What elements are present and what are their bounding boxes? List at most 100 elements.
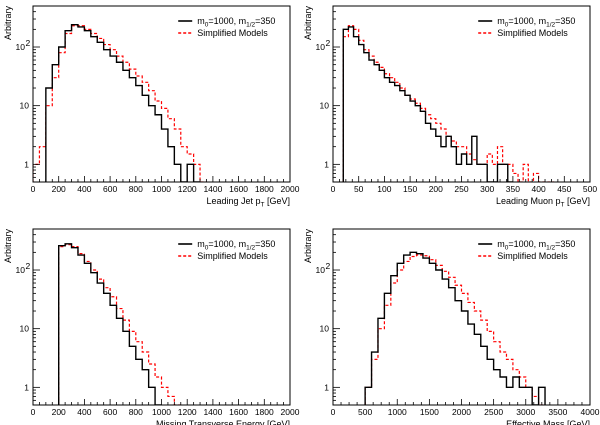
x-tick-label: 1600: [229, 407, 248, 417]
x-tick-label: 400: [77, 184, 91, 194]
legend-text: m: [497, 239, 505, 249]
x-tick-label: 3500: [548, 407, 567, 417]
legend-entry-msugra: m0=1000, m1/2=350: [197, 239, 275, 252]
y-tick-label-exponent: 2: [26, 261, 31, 271]
x-tick-label: 250: [454, 184, 468, 194]
series-group: [33, 24, 207, 182]
y-tick-label: 10: [316, 265, 326, 275]
x-tick-label: 500: [583, 184, 597, 194]
y-axis-label: Arbitrary: [303, 6, 313, 41]
series-line-simplified-models: [58, 244, 181, 405]
x-tick-label: 1000: [388, 407, 407, 417]
legend-text: =1000, m: [208, 239, 246, 249]
legend-subscript: 0: [505, 22, 509, 29]
x-tick-label: 500: [358, 407, 372, 417]
x-tick-label: 1800: [255, 407, 274, 417]
y-tick-label: 10: [316, 42, 326, 52]
x-tick-label: 1000: [152, 184, 171, 194]
legend-text: =350: [555, 16, 575, 26]
y-tick-label: 10: [320, 101, 330, 111]
x-tick-label: 800: [129, 407, 143, 417]
y-tick-label: 1: [324, 159, 329, 169]
legend-subscript: 0: [205, 245, 209, 252]
series-line-msugra: [58, 243, 162, 405]
x-tick-label: 1000: [152, 407, 171, 417]
x-tick-label: 450: [557, 184, 571, 194]
y-tick-label: 10: [16, 42, 26, 52]
x-tick-label: 400: [77, 407, 91, 417]
legend-subscript: 1/2: [246, 245, 255, 252]
x-tick-label: 1600: [229, 184, 248, 194]
x-tick-label: 0: [31, 407, 36, 417]
x-axis-label: Leading Muon pT [GeV]: [496, 196, 590, 209]
x-axis-label-main: Missing Transverse Energy [GeV]: [156, 419, 290, 425]
x-axis-label-tail: [GeV]: [564, 196, 590, 206]
legend-text: =1000, m: [208, 16, 246, 26]
y-tick-label: 1: [24, 382, 29, 392]
x-axis-label-main: Leading Muon p: [496, 196, 561, 206]
y-tick-label-exponent: 2: [26, 38, 31, 48]
x-tick-label: 600: [103, 184, 117, 194]
legend-entry-msugra: m0=1000, m1/2=350: [197, 16, 275, 29]
legend-subscript: 1/2: [546, 245, 555, 252]
x-tick-label: 0: [331, 407, 336, 417]
y-tick-label-exponent: 2: [326, 38, 331, 48]
x-tick-label: 0: [31, 184, 36, 194]
legend-text: =1000, m: [508, 239, 546, 249]
y-axis-label: Arbitrary: [303, 229, 313, 264]
legend-entry-msugra: m0=1000, m1/2=350: [497, 16, 575, 29]
legend-text: =1000, m: [508, 16, 546, 26]
x-tick-label: 50: [354, 184, 364, 194]
x-tick-label: 800: [129, 184, 143, 194]
series-group: [58, 243, 181, 405]
y-tick-label: 10: [16, 265, 26, 275]
legend-text: =350: [255, 239, 275, 249]
x-tick-label: 0: [331, 184, 336, 194]
legend-text: m: [197, 16, 205, 26]
x-tick-label: 1400: [203, 407, 222, 417]
legend-subscript: 0: [505, 245, 509, 252]
series-line-simplified-models: [364, 254, 546, 405]
x-axis-label-subscript: T: [561, 202, 565, 209]
x-tick-label: 400: [532, 184, 546, 194]
legend-entry-simplified-models: Simplified Models: [197, 251, 268, 261]
legend-text: =350: [555, 239, 575, 249]
x-tick-label: 2000: [281, 184, 300, 194]
x-tick-label: 200: [429, 184, 443, 194]
x-tick-label: 600: [103, 407, 117, 417]
x-tick-label: 200: [52, 407, 66, 417]
x-tick-label: 2000: [452, 407, 471, 417]
y-tick-label: 10: [320, 324, 330, 334]
x-tick-label: 1400: [203, 184, 222, 194]
series-line-msugra: [45, 24, 201, 182]
legend-entry-simplified-models: Simplified Models: [197, 28, 268, 38]
x-tick-label: 1500: [420, 407, 439, 417]
legend-entry-simplified-models: Simplified Models: [497, 251, 568, 261]
x-tick-label: 150: [403, 184, 417, 194]
x-axis-label-subscript: T: [261, 202, 265, 209]
legend-text: m: [497, 16, 505, 26]
x-tick-label: 1800: [255, 184, 274, 194]
x-tick-label: 300: [480, 184, 494, 194]
x-axis-label: Leading Jet pT [GeV]: [206, 196, 290, 209]
legend-subscript: 1/2: [546, 22, 555, 29]
y-tick-label: 1: [324, 382, 329, 392]
x-tick-label: 100: [377, 184, 391, 194]
legend-text: =350: [255, 16, 275, 26]
series-line-msugra: [342, 26, 513, 182]
x-tick-label: 2500: [484, 407, 503, 417]
series-group: [342, 25, 555, 182]
legend-subscript: 1/2: [246, 22, 255, 29]
y-tick-label: 1: [24, 159, 29, 169]
x-tick-label: 3000: [516, 407, 535, 417]
series-group: [364, 251, 546, 405]
y-tick-label-exponent: 2: [326, 261, 331, 271]
x-axis-label: Missing Transverse Energy [GeV]: [156, 419, 290, 425]
